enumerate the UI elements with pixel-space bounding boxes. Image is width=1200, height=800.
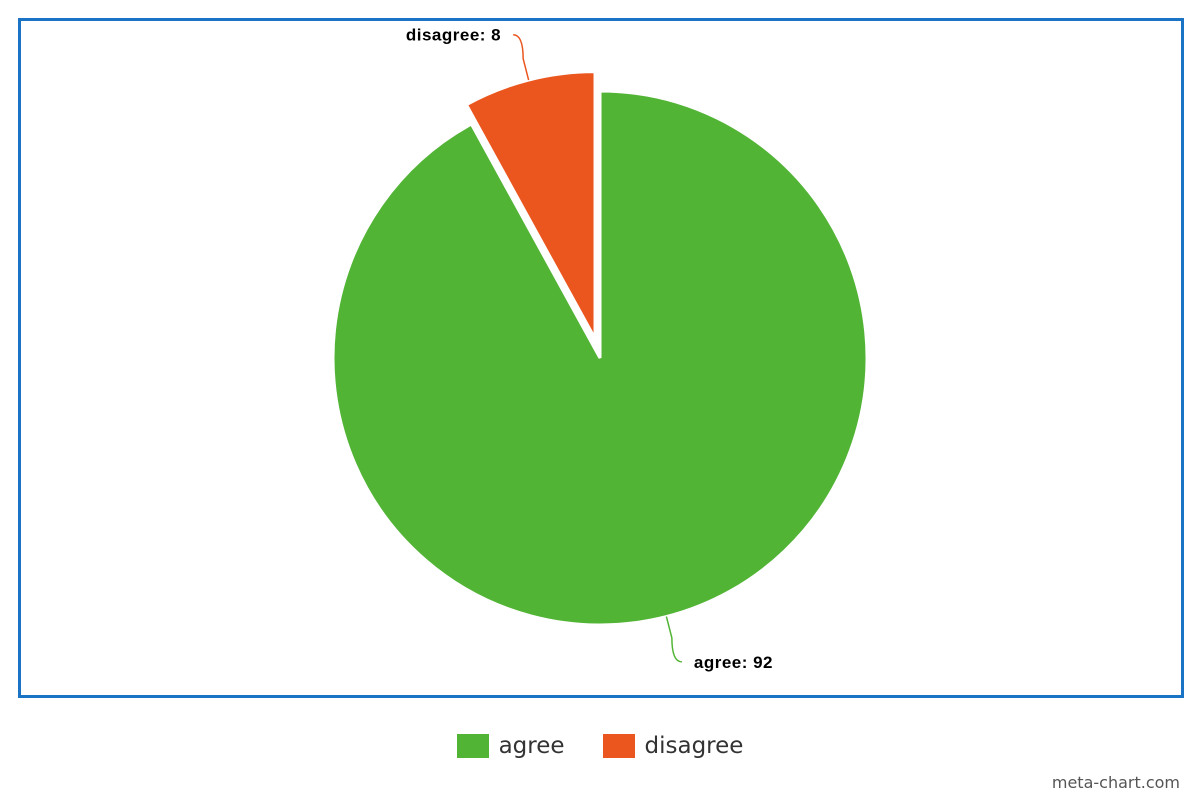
legend-swatch-agree bbox=[456, 734, 489, 758]
leader-line-disagree bbox=[513, 33, 530, 81]
data-label-agree: agree: 92 bbox=[694, 653, 773, 672]
watermark: meta-chart.com bbox=[1051, 773, 1180, 792]
legend-label-disagree: disagree bbox=[644, 733, 744, 759]
legend-item-disagree[interactable]: disagree bbox=[602, 733, 744, 759]
legend-swatch-disagree bbox=[602, 734, 635, 758]
pie-slices bbox=[331, 70, 869, 627]
legend-label-agree: agree bbox=[498, 733, 565, 759]
leader-lines bbox=[513, 33, 682, 663]
chart-frame: agree: 92 disagree: 8 bbox=[18, 18, 1184, 698]
data-labels: agree: 92 disagree: 8 bbox=[406, 26, 773, 672]
leader-line-agree bbox=[665, 616, 682, 663]
pie-chart: agree: 92 disagree: 8 bbox=[331, 26, 869, 672]
legend-item-agree[interactable]: agree bbox=[456, 733, 565, 759]
pie-slice-agree[interactable] bbox=[331, 89, 869, 627]
data-label-disagree: disagree: 8 bbox=[406, 26, 501, 45]
legend: agree disagree bbox=[0, 733, 1200, 759]
